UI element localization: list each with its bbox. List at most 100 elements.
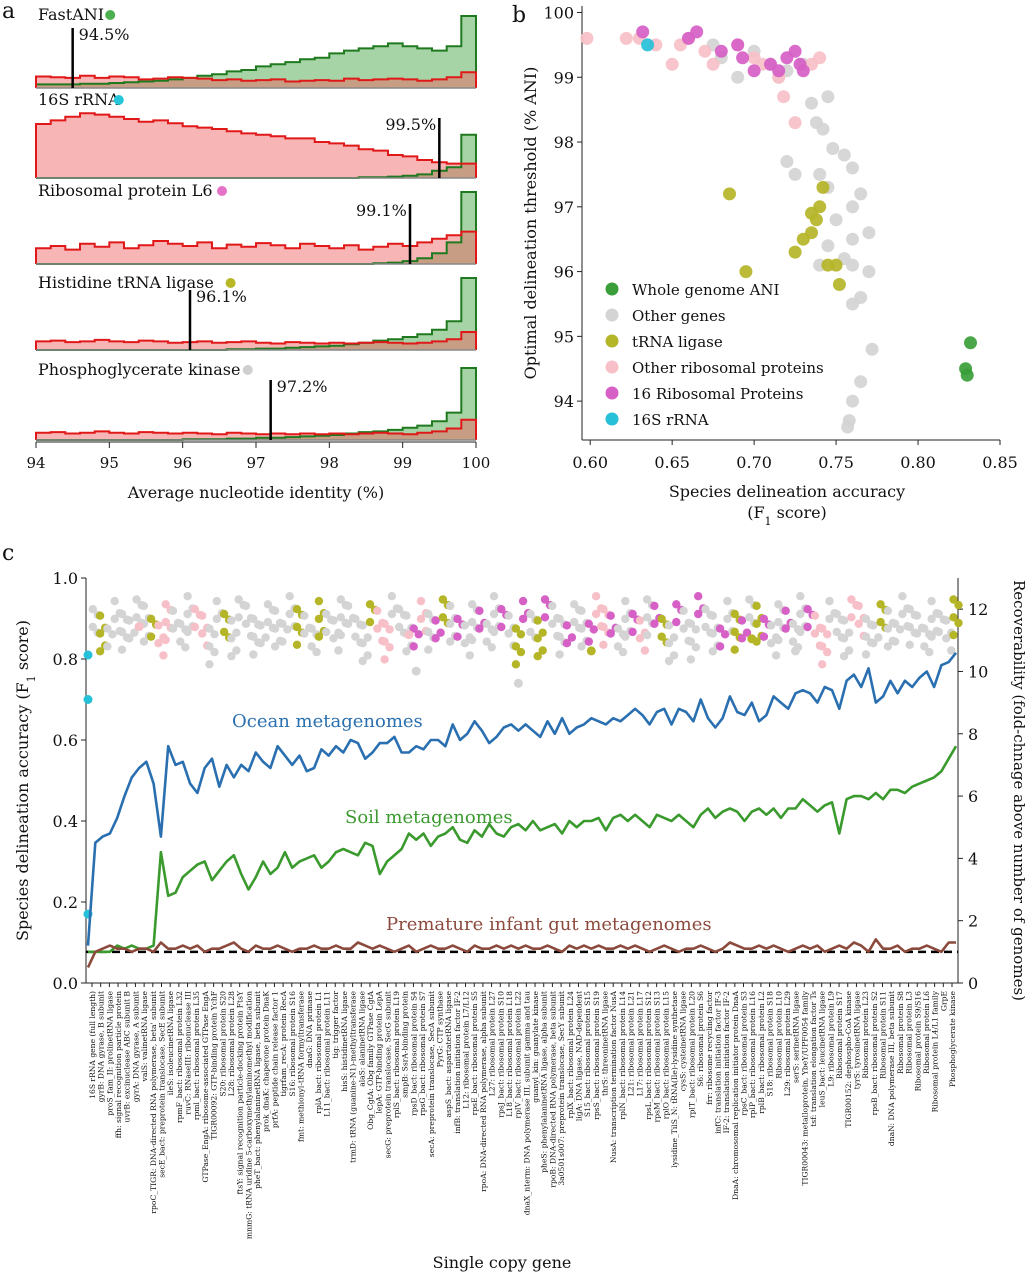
gene-point xyxy=(249,614,258,624)
panel-c-lines: 0.0 0.2 0.4 0.6 0.8 1.0 0 2 4 6 8 10 12 Species delin… xyxy=(13,569,1025,1272)
gene-point xyxy=(774,617,783,627)
gene-point xyxy=(818,660,827,669)
gene-point xyxy=(108,630,117,639)
gene-point xyxy=(385,625,394,634)
scatter-point xyxy=(837,148,851,162)
gene-point xyxy=(570,617,579,627)
gene-label: proS_fam_II: prolinetRNA ligase xyxy=(105,990,114,1115)
scatter-point xyxy=(862,265,876,279)
threshold-label: 96.1% xyxy=(196,287,247,306)
green-step-line xyxy=(35,15,477,88)
gene-point xyxy=(270,642,280,651)
highlight-point xyxy=(83,695,93,704)
subplot-label: FastANI xyxy=(38,5,104,24)
panel-label-a: a xyxy=(2,0,15,24)
gene-point xyxy=(409,642,418,651)
gene-point xyxy=(730,645,739,654)
gene-label: pheS: phenylalaninetRNA ligase, alpha su… xyxy=(540,991,549,1173)
gene-point xyxy=(898,592,907,601)
gene-point xyxy=(803,622,812,632)
y-tick-label: 95 xyxy=(554,327,574,346)
gene-point xyxy=(416,614,426,624)
histogram-subplot: 96.1%Histidine tRNA ligase xyxy=(35,273,477,351)
histogram-subplot: 97.2% Phosphoglycerate kinase xyxy=(35,360,477,441)
gene-point xyxy=(176,637,185,646)
gene-label: rplB_bact: ribosomal protein L2 xyxy=(757,991,766,1114)
gene-point xyxy=(691,643,701,652)
gene-point xyxy=(669,651,679,660)
gene-point xyxy=(669,633,679,642)
scatter-point xyxy=(780,155,794,168)
gene-label: S6: ribosomal protein S6 xyxy=(696,991,705,1087)
red-step-line xyxy=(35,230,477,264)
gene-point xyxy=(555,632,564,641)
gene-point xyxy=(117,627,127,637)
gene-point xyxy=(927,632,936,641)
scatter-point xyxy=(580,31,594,45)
gene-point xyxy=(475,606,484,615)
gene-label: ileS: isoleucinetRNA ligase xyxy=(166,991,175,1096)
red-area xyxy=(36,113,476,178)
gene-point xyxy=(591,592,601,601)
gene-point xyxy=(883,606,893,615)
red-area xyxy=(36,231,476,264)
highlight-point xyxy=(134,622,144,632)
gene-point xyxy=(606,629,615,638)
gene-point xyxy=(759,632,769,641)
gene-label: valS: valinetRNA ligase xyxy=(140,991,149,1083)
gene-point xyxy=(954,618,963,628)
gene-point xyxy=(130,628,139,637)
gene-point xyxy=(489,609,499,619)
gene-label: rpsG_bact: ribosomal protein S7 xyxy=(418,991,427,1116)
scatter-point xyxy=(846,394,859,408)
left-axis-title: Species delineation accuracy (F1 score) xyxy=(13,620,38,941)
series-label-soil: Soil metagenomes xyxy=(345,807,513,828)
scatter-point xyxy=(777,90,791,104)
gene-label: L12: ribosomal protein L7/L12 xyxy=(462,991,471,1109)
left-axis-title-part: Species delineation accuracy (F xyxy=(13,682,32,941)
gene-point xyxy=(504,611,513,620)
gene-point xyxy=(621,596,630,606)
gene-label: secA: preprotein translocase, SecA subun… xyxy=(427,991,436,1157)
gene-label: infB: translation initiation factor IF-2 xyxy=(453,991,462,1134)
gene-point xyxy=(263,617,273,627)
gene-point xyxy=(664,656,674,666)
gene-point xyxy=(161,617,170,627)
gene-point xyxy=(205,642,214,651)
gene-point xyxy=(358,639,367,648)
gene-point xyxy=(642,613,652,622)
y-tick-label: 99 xyxy=(554,68,574,87)
scatter-point xyxy=(772,64,786,78)
gene-point xyxy=(810,629,820,638)
gene-point xyxy=(465,651,474,660)
gene-label: IF-2: translation initiation factor IF-2 xyxy=(722,991,731,1133)
scatter-point xyxy=(805,226,818,240)
gene-label: ruvC: RNaseIII: ribonuclease III xyxy=(184,991,193,1115)
series-line xyxy=(86,651,958,946)
gene-point xyxy=(88,605,98,614)
gene-point xyxy=(650,601,659,611)
y-tick-label: 100 xyxy=(543,3,574,22)
gene-label: dnaN: DNA polymerase III, beta subunit xyxy=(887,991,896,1146)
gene-point xyxy=(210,647,219,657)
scatter-point xyxy=(841,420,855,434)
gene-point xyxy=(759,614,769,624)
gene-point xyxy=(925,647,934,657)
gene-point xyxy=(715,642,725,651)
gene-point xyxy=(723,614,732,624)
gene-point xyxy=(232,628,241,637)
gene-point xyxy=(322,627,331,637)
gene-point xyxy=(394,622,404,632)
gene-point xyxy=(548,619,557,628)
gene-point xyxy=(672,617,681,627)
gene-point xyxy=(314,614,324,624)
gene-point xyxy=(183,592,192,601)
red-step-line xyxy=(35,112,477,178)
right-tick-label: 10 xyxy=(968,662,988,681)
gene-label: serS: serinetRNA ligase xyxy=(792,991,801,1083)
gene-point xyxy=(314,632,324,641)
gene-point xyxy=(103,642,112,651)
scatter-point xyxy=(809,213,823,227)
scatter-point xyxy=(706,57,720,71)
highlight-point xyxy=(586,646,596,656)
